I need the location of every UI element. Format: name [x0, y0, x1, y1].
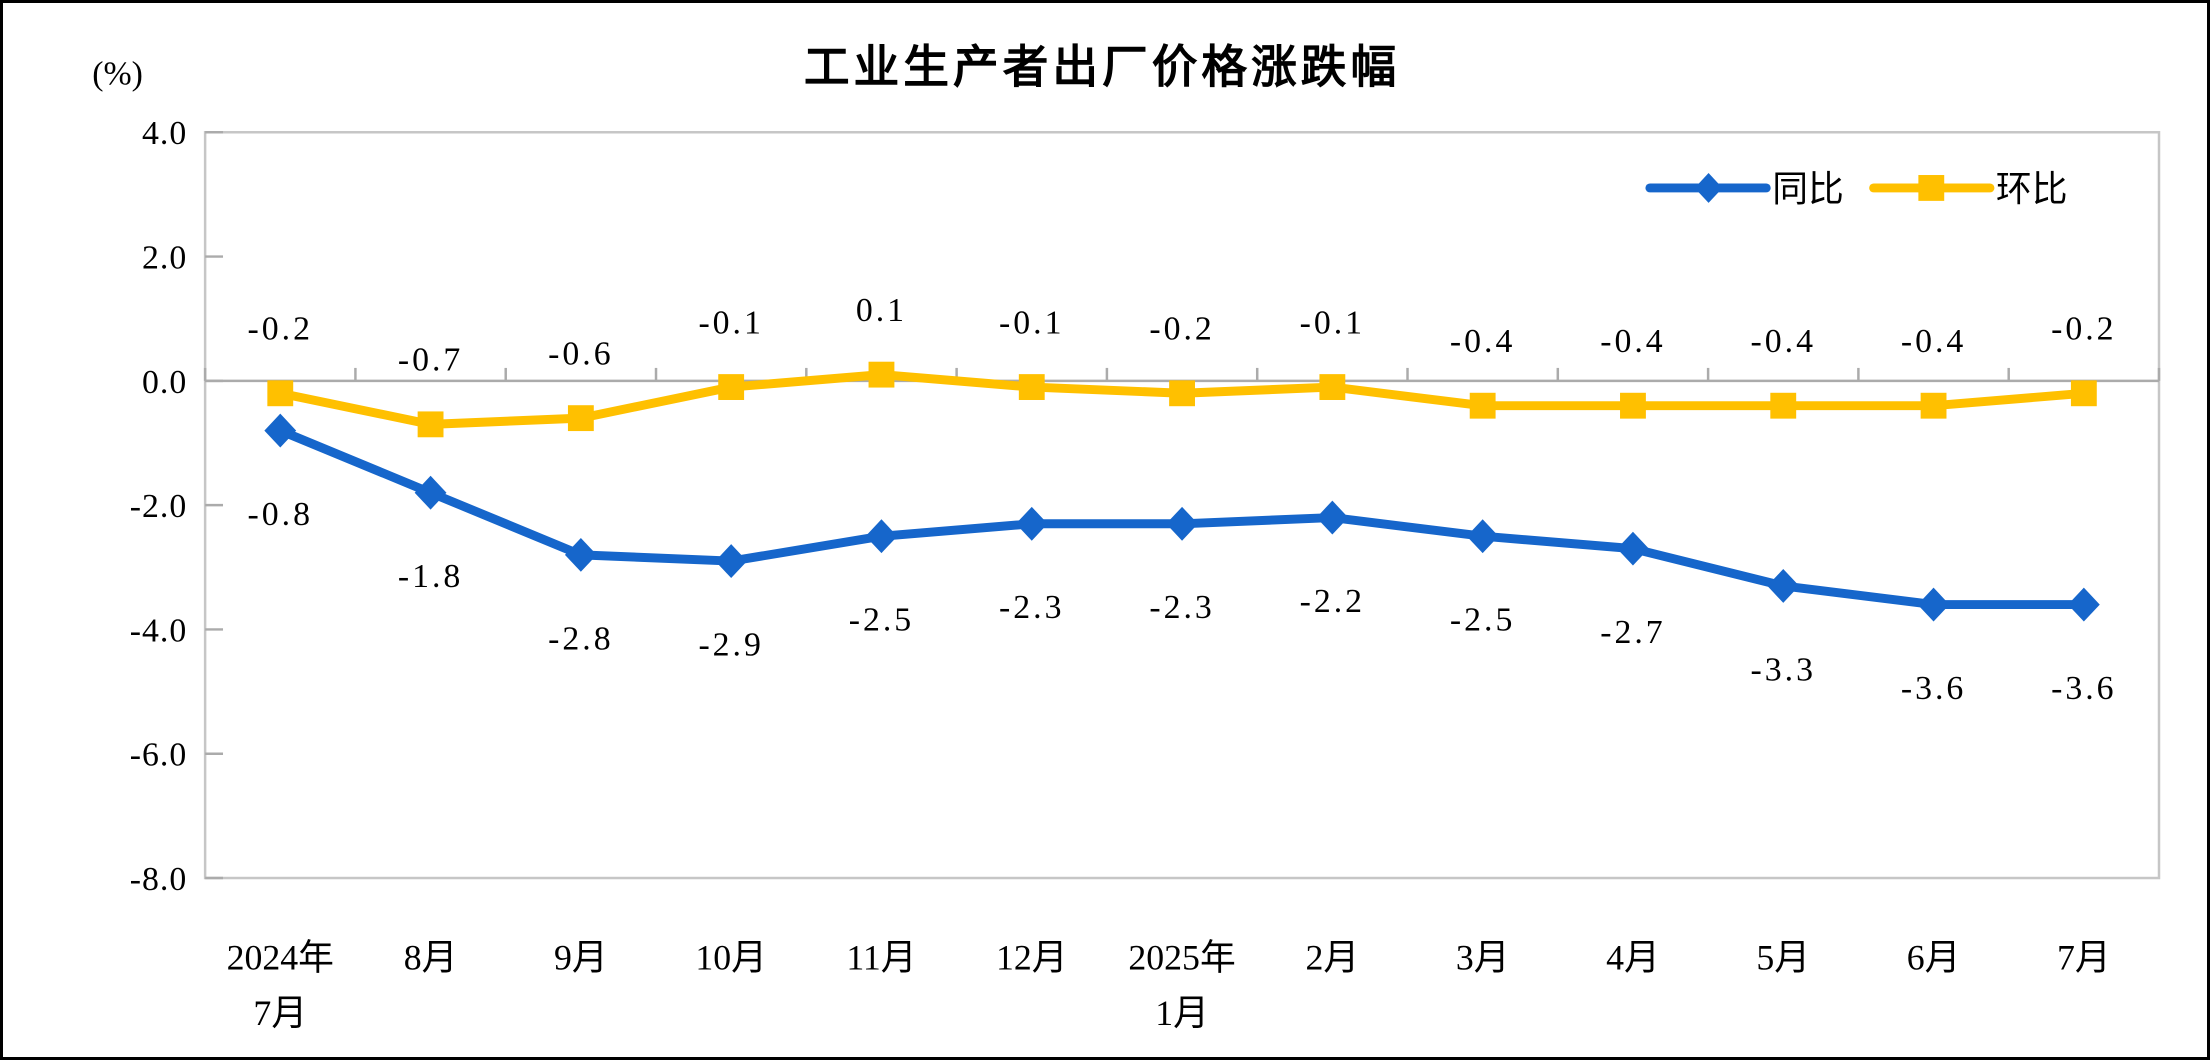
diamond-marker-icon — [1466, 519, 1499, 554]
square-marker-icon — [1920, 392, 1947, 419]
y-tick-label: -4.0 — [130, 612, 187, 649]
square-marker-icon — [1770, 392, 1797, 419]
yoy-series-data-label: -2.5 — [849, 602, 914, 639]
y-tick-label: 4.0 — [142, 115, 187, 152]
yoy-series-data-label: -2.2 — [1300, 583, 1365, 620]
mom-series-data-label: -0.7 — [398, 342, 463, 379]
diamond-marker-icon — [1166, 506, 1198, 541]
yoy-series-data-label: -2.9 — [698, 627, 763, 664]
mom-series-data-label: -0.4 — [1600, 323, 1665, 360]
square-marker-icon — [567, 405, 594, 432]
mom-series-data-label: -0.6 — [548, 335, 613, 372]
diamond-marker-icon — [715, 544, 748, 578]
square-marker-icon — [868, 361, 895, 388]
x-tick-label: 11月 — [846, 937, 916, 977]
legend-item-mom: 环比 — [1869, 169, 2068, 209]
x-tick-label: 2024年 — [227, 937, 334, 977]
chart-title: 工业生产者出厂价格涨跌幅 — [804, 41, 1400, 94]
y-tick-label: 0.0 — [142, 364, 187, 401]
diamond-marker-icon — [1617, 531, 1649, 566]
yoy-series-data-label: -3.6 — [2051, 670, 2116, 707]
mom-series-data-label: -0.1 — [698, 304, 763, 341]
legend-label-mom: 环比 — [1996, 169, 2068, 209]
mom-series-data-label: 0.1 — [856, 292, 907, 329]
y-tick-label: -8.0 — [130, 861, 187, 898]
x-tick-label: 2月 — [1306, 937, 1360, 977]
x-tick-label: 12月 — [996, 937, 1068, 977]
square-marker-icon — [1319, 374, 1346, 400]
square-marker-icon — [1018, 374, 1045, 400]
diamond-marker-icon — [1694, 173, 1723, 203]
mom-series-data-label: -0.4 — [1751, 323, 1816, 360]
mom-series-data-label: -0.4 — [1901, 323, 1966, 360]
square-marker-icon — [267, 380, 294, 407]
yoy-series-data-label: -2.5 — [1450, 602, 1515, 639]
legend: 同比 环比 — [1645, 169, 2068, 209]
diamond-marker-icon — [414, 475, 447, 510]
diamond-marker-icon — [1767, 569, 1800, 603]
mom-series-data-label: -0.1 — [1300, 304, 1365, 341]
x-tick-label: 3月 — [1456, 937, 1510, 977]
yoy-series-data-label: -2.3 — [1149, 589, 1214, 626]
x-tick-label: 7月 — [2057, 937, 2111, 977]
legend-item-yoy: 同比 — [1645, 169, 1844, 209]
yoy-series-data-label: -0.8 — [248, 496, 313, 533]
yoy-series-data-label: -2.3 — [999, 589, 1064, 626]
square-marker-icon — [1918, 175, 1945, 201]
legend-label-yoy: 同比 — [1772, 169, 1844, 209]
diamond-marker-icon — [564, 537, 597, 572]
x-tick-label: 10月 — [695, 937, 767, 977]
mom-series-data-label: -0.4 — [1450, 323, 1515, 360]
x-tick-label: 9月 — [554, 937, 608, 977]
diamond-marker-icon — [865, 519, 898, 554]
x-tick-label: 4月 — [1606, 937, 1660, 977]
square-marker-icon — [1620, 392, 1646, 419]
plot-border — [203, 131, 2161, 880]
x-tick-label: 5月 — [1756, 937, 1810, 977]
square-marker-icon — [1469, 392, 1496, 419]
square-marker-icon — [1169, 380, 1195, 407]
yoy-series-data-label: -2.7 — [1600, 614, 1665, 651]
yoy-series-data-label: -1.8 — [398, 558, 463, 595]
plot-area: 4.0 2.0 0.0 -2.0 -4.0 -6.0 -8.0 2024年 7月 8月 9月 10月 1… — [130, 115, 2161, 1033]
diamond-marker-icon — [1917, 587, 1950, 622]
x-tick-label: 2025年 — [1128, 937, 1235, 977]
square-marker-icon — [417, 411, 444, 438]
diamond-marker-icon — [2067, 587, 2100, 622]
mom-series-data-label: -0.2 — [2051, 311, 2116, 348]
mom-series-data-label: -0.2 — [248, 311, 313, 348]
x-tick-label: 7月 — [253, 993, 307, 1033]
mom-series-data-label: -0.1 — [999, 304, 1064, 341]
y-tick-label: -2.0 — [130, 488, 187, 525]
square-marker-icon — [718, 374, 745, 400]
y-tick-label: -6.0 — [130, 737, 187, 774]
y-tick-label: 2.0 — [142, 239, 187, 276]
diamond-marker-icon — [264, 413, 297, 448]
x-tick-label: 8月 — [404, 937, 458, 977]
diamond-marker-icon — [1316, 500, 1349, 535]
yoy-series-data-label: -3.3 — [1751, 651, 1816, 688]
y-axis-unit-label: (%) — [92, 56, 143, 93]
mom-series-data-label: -0.2 — [1149, 311, 1214, 348]
yoy-series-data-label: -2.8 — [548, 620, 613, 657]
x-tick-label: 6月 — [1907, 937, 1961, 977]
x-tick-label: 1月 — [1155, 993, 1209, 1033]
yoy-series-data-label: -3.6 — [1901, 670, 1966, 707]
square-marker-icon — [2070, 380, 2097, 407]
diamond-marker-icon — [1015, 506, 1048, 541]
